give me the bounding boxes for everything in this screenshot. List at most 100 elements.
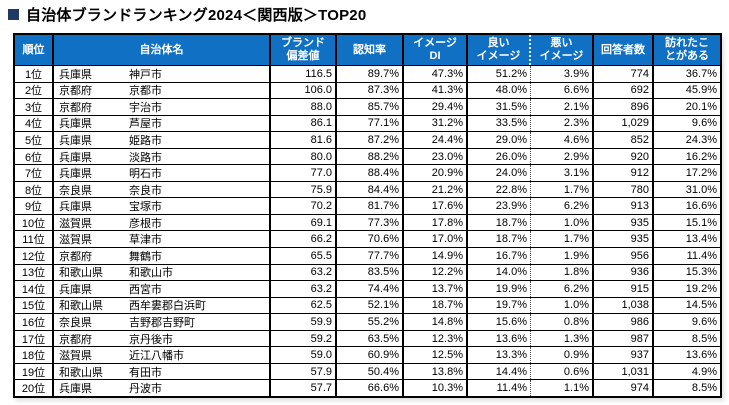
rank-cell: 15位 [15,297,54,314]
respondents-cell: 987 [594,330,654,347]
city-label: 奈良市 [129,184,162,197]
respondents-cell: 1,038 [594,297,654,314]
brand-score-cell: 77.0 [271,165,337,181]
recognition-cell: 85.7% [337,99,404,115]
municipality-cell: 和歌山県 有田市 [54,363,271,380]
brand-score-cell: 59.2 [271,330,337,347]
image-di-cell: 10.3% [404,380,468,396]
image-di-cell: 18.7% [404,297,468,314]
municipality-cell: 奈良県 吉野郡吉野町 [54,314,271,330]
brand-score-cell: 63.2 [271,264,337,281]
visited-cell: 9.6% [691,117,717,130]
good-image-cell: 19.9% [468,281,531,297]
rank-cell: 6位 [15,148,54,165]
good-image-cell: 31.5% [468,99,531,115]
bad-image-cell: 1.8% [531,264,594,281]
visited-cell: 17.2% [685,167,717,180]
table-row: 1位 兵庫県 神戸市 116.5 89.7% 47.3% 51.2% 3.9% 774 36.7% [15,66,720,83]
good-image-cell: 23.9% [468,198,531,214]
recognition-cell: 77.1% [337,115,404,132]
city-label: 姫路市 [129,134,162,147]
table-row: 14位 兵庫県 西宮市 63.2 74.4% 13.7% 19.9% 6.2% 915 19.2% [15,281,720,298]
brand-score-cell: 66.2 [271,231,337,248]
good-image-cell: 33.5% [468,115,531,132]
municipality-cell: 兵庫県 芦屋市 [54,115,271,132]
respondents-cell: 780 [594,181,654,198]
bad-image-cell: 1.7% [531,231,594,248]
table-row: 3位 京都府 宇治市 88.0 85.7% 29.4% 31.5% 2.1% 896 20.1% [15,99,720,116]
visited-cell: 13.6% [685,349,717,362]
rank-cell: 12位 [15,248,54,264]
rank-cell: 14位 [15,281,54,297]
municipality-cell: 兵庫県 西宮市 [54,281,271,297]
brand-score-cell: 62.5 [271,297,337,314]
municipality-cell: 兵庫県 宝塚市 [54,198,271,214]
bad-image-cell: 6.6% [531,82,594,99]
rank-cell: 18位 [15,347,54,363]
city-label: 京都市 [129,85,162,98]
header-brand-score: ブランド 偏差値 [271,35,337,65]
rank-cell: 2位 [15,82,54,99]
image-di-cell: 29.4% [404,99,468,115]
prefecture-label: 京都府 [59,333,92,346]
prefecture-label: 和歌山県 [59,366,103,379]
city-label: 宝塚市 [129,201,162,214]
municipality-cell: 和歌山県 和歌山市 [54,264,271,281]
municipality-cell: 奈良県 奈良市 [54,181,271,198]
brand-score-cell: 86.1 [271,115,337,132]
rank-cell: 11位 [15,231,54,248]
municipality-cell: 京都府 宇治市 [54,99,271,115]
respondents-cell: 920 [594,148,654,165]
header-good-image: 良い イメージ [468,35,531,65]
recognition-cell: 77.3% [337,214,404,231]
bad-image-cell: 1.0% [531,297,594,314]
bad-image-cell: 2.1% [531,99,594,115]
good-image-cell: 18.7% [468,231,531,248]
image-di-cell: 24.4% [404,132,468,148]
visited-cell: 11.4% [686,249,717,262]
page-title: 自治体ブランドランキング2024＜関西版＞TOP20 [6,4,366,25]
city-label: 草津市 [129,234,162,247]
bad-image-cell: 1.1% [531,380,594,396]
bad-image-cell: 2.9% [531,148,594,165]
table-body: 1位 兵庫県 神戸市 116.5 89.7% 47.3% 51.2% 3.9% 774 36.7%… [15,66,720,396]
bad-image-cell: 2.3% [531,115,594,132]
city-label: 有田市 [129,366,162,379]
municipality-cell: 滋賀県 近江八幡市 [54,347,271,363]
image-di-cell: 23.0% [404,148,468,165]
visited-cell: 16.6% [685,200,717,213]
brand-score-cell: 106.0 [271,82,337,99]
municipality-cell: 和歌山県 西牟婁郡白浜町 [54,297,271,314]
good-image-cell: 13.3% [468,347,531,363]
image-di-cell: 12.5% [404,347,468,363]
bad-image-cell: 1.0% [531,214,594,231]
prefecture-label: 和歌山県 [59,300,103,313]
city-label: 吉野郡吉野町 [129,316,195,329]
good-image-cell: 26.0% [468,148,531,165]
table-row: 8位 奈良県 奈良市 75.9 84.4% 21.2% 22.8% 1.7% 780 31.0% [15,181,720,199]
image-di-cell: 17.0% [404,231,468,248]
image-di-cell: 20.9% [404,165,468,181]
respondents-cell: 974 [594,380,654,396]
header-respondents: 回答者数 [594,35,654,65]
good-image-cell: 11.4% [468,380,531,396]
recognition-cell: 66.6% [337,380,404,396]
table-row: 15位 和歌山県 西牟婁郡白浜町 62.5 52.1% 18.7% 19.7% 1.0% 1,0… [15,297,720,315]
header-image-di: イメージ DI [404,35,468,65]
image-di-cell: 31.2% [404,115,468,132]
ranking-table: 順位 自治体名 ブランド 偏差値 認知率 イメージ DI 良い イメージ 悪い … [13,33,722,398]
image-di-cell: 13.7% [404,281,468,297]
table-row: 17位 京都府 京丹後市 59.2 63.5% 12.3% 13.6% 1.3% 987 8.5% [15,330,720,348]
respondents-cell: 986 [594,314,654,330]
table-row: 9位 兵庫県 宝塚市 70.2 81.7% 17.6% 23.9% 6.2% 913 16.6% [15,198,720,215]
respondents-cell: 913 [594,198,654,214]
rank-cell: 3位 [15,99,54,115]
visited-cell: 13.4% [685,233,717,246]
image-di-cell: 41.3% [404,82,468,99]
prefecture-label: 兵庫県 [59,168,92,181]
rank-cell: 16位 [15,314,54,330]
visited-cell: 15.1% [685,216,717,229]
header-rank: 順位 [15,35,54,65]
respondents-cell: 896 [594,99,654,115]
